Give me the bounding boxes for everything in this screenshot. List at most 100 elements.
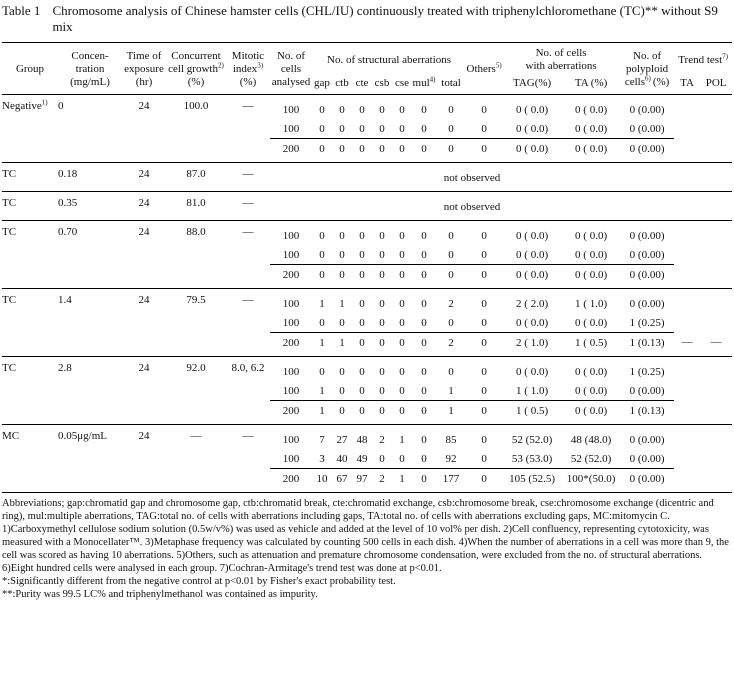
- data-row: 100 3 40 49 0 0 0 92 0 53 (53.0) 52 (52.0) 0 (0.00): [2, 449, 732, 469]
- text: exposure: [124, 63, 164, 75]
- value-cell: 0 (0.00): [620, 264, 675, 289]
- value-cell: 177: [436, 468, 467, 493]
- value-cell: 0: [372, 288, 392, 313]
- data-row: Negative1) 0 24 100.0—100 0 0 0 0 0 0 0 0 0 ( 0.0) 0 …: [2, 94, 733, 163]
- blank: [674, 94, 733, 119]
- text: No. of: [633, 50, 662, 62]
- value-cell: 0: [332, 94, 352, 119]
- value-cell: 0 ( 0.0): [516, 248, 549, 261]
- header-cell: No. of polyploid cells6) (%): [620, 42, 675, 95]
- value-cell: 2: [372, 468, 392, 493]
- blank: [674, 424, 733, 449]
- value-cell: 0: [372, 138, 392, 163]
- value-cell: 0: [399, 384, 405, 397]
- blank: [674, 401, 732, 425]
- value-cell: 0: [448, 316, 454, 329]
- exposure-time: 24: [122, 191, 166, 221]
- header-line: Time of: [122, 50, 166, 63]
- value-cell: 200: [270, 400, 312, 425]
- text: Others: [466, 63, 496, 75]
- blank: [674, 191, 733, 221]
- value-cell: 0: [466, 220, 503, 245]
- data-row: MC 0.05μg/mL 24— —100 7 27 48 2 1 0 85 0 52 (52.0) 48…: [2, 424, 733, 493]
- value-cell: 53 (53.0): [511, 452, 553, 465]
- header-line: Trend test7): [674, 52, 732, 67]
- value-cell: 0 (0.00): [620, 220, 675, 245]
- header-line: No. of: [620, 50, 674, 63]
- text: TAG(%): [512, 77, 552, 89]
- value-cell: 1: [448, 384, 454, 397]
- footnote-mark: 2): [217, 61, 224, 70]
- value-cell: 0: [466, 468, 503, 493]
- value-cell: 0: [359, 248, 365, 261]
- subheader-cell: csb: [372, 75, 392, 95]
- text: (%): [652, 76, 670, 88]
- text: TC: [2, 294, 17, 306]
- value-cell: 100: [270, 288, 312, 313]
- value-cell: 0: [412, 138, 436, 163]
- value-cell: 48: [352, 424, 372, 449]
- text: TC: [2, 197, 17, 209]
- cell-growth: 87.0: [166, 162, 226, 192]
- value-cell: 100: [282, 384, 300, 397]
- value-cell: 1: [312, 400, 332, 425]
- cell-growth: 100.0: [166, 94, 226, 163]
- value-cell: 0 ( 0.0): [562, 94, 621, 119]
- value-cell: 100: [270, 94, 312, 119]
- value-cell: 105 (52.5): [502, 468, 563, 493]
- text: (%): [239, 76, 257, 88]
- value-cell: 1 (0.25): [620, 356, 675, 381]
- subheader-cell: ctb: [332, 75, 352, 95]
- concentration: 0.18: [58, 162, 122, 192]
- value-cell: 0: [412, 332, 436, 357]
- header-line: index3): [226, 62, 270, 76]
- value-cell: 0: [359, 122, 365, 135]
- value-cell: 0: [412, 400, 436, 425]
- value-cell: 0 ( 0.0): [502, 220, 563, 245]
- footnote: 1)Carboxymethyl cellulose sodium solutio…: [2, 524, 729, 574]
- trend-cell: —: [710, 336, 722, 349]
- value-cell: 0: [466, 264, 503, 289]
- value-cell: 0: [319, 316, 325, 329]
- value-cell: 0: [352, 94, 372, 119]
- cell-growth: 79.5: [166, 288, 226, 357]
- footnote: Abbreviations; gap:chromatid gap and chr…: [2, 498, 714, 522]
- value-cell: 27: [332, 424, 352, 449]
- header-line: (hr): [122, 76, 166, 89]
- value-cell: 1: [312, 332, 332, 357]
- value-cell: 0: [392, 138, 412, 163]
- text: Trend test: [678, 53, 723, 66]
- header-line: cells6) (%): [620, 75, 674, 89]
- header-cell: Concen-tration (mg/mL): [58, 42, 122, 95]
- value-cell: 100: [282, 452, 300, 465]
- status: not observed: [270, 162, 675, 192]
- header-line: Others5): [466, 62, 502, 76]
- value-cell: 0: [379, 122, 385, 135]
- header-line: No. of cells: [502, 47, 620, 60]
- header-cell: No. of cells with aberrations: [502, 42, 621, 75]
- text: Time of: [126, 50, 162, 62]
- text: mul: [412, 77, 430, 89]
- value-cell: 1: [332, 332, 352, 357]
- value-cell: 0: [436, 220, 467, 245]
- status: not observed: [270, 191, 675, 221]
- value-cell: 0: [466, 138, 503, 163]
- value-cell: 0 (0.00): [629, 248, 665, 261]
- header-line: (mg/mL): [58, 76, 122, 89]
- trend-cell: —: [681, 336, 693, 349]
- value-cell: 100: [270, 356, 312, 381]
- value-cell: 0: [332, 220, 352, 245]
- value-cell: 0: [481, 122, 487, 135]
- text: cells: [624, 76, 645, 88]
- text: polyploid: [626, 63, 669, 75]
- value-cell: 0 (0.00): [620, 288, 675, 313]
- value-cell: 1: [392, 468, 412, 493]
- value-cell: 40: [336, 452, 348, 465]
- value-cell: 0: [352, 220, 372, 245]
- value-cell: 0: [312, 264, 332, 289]
- concentration: 0.70: [58, 220, 122, 289]
- value-cell: 0: [372, 356, 392, 381]
- value-cell: 0 (0.00): [620, 468, 675, 493]
- value-cell: 0: [466, 94, 503, 119]
- concentration: 0.35: [58, 191, 122, 221]
